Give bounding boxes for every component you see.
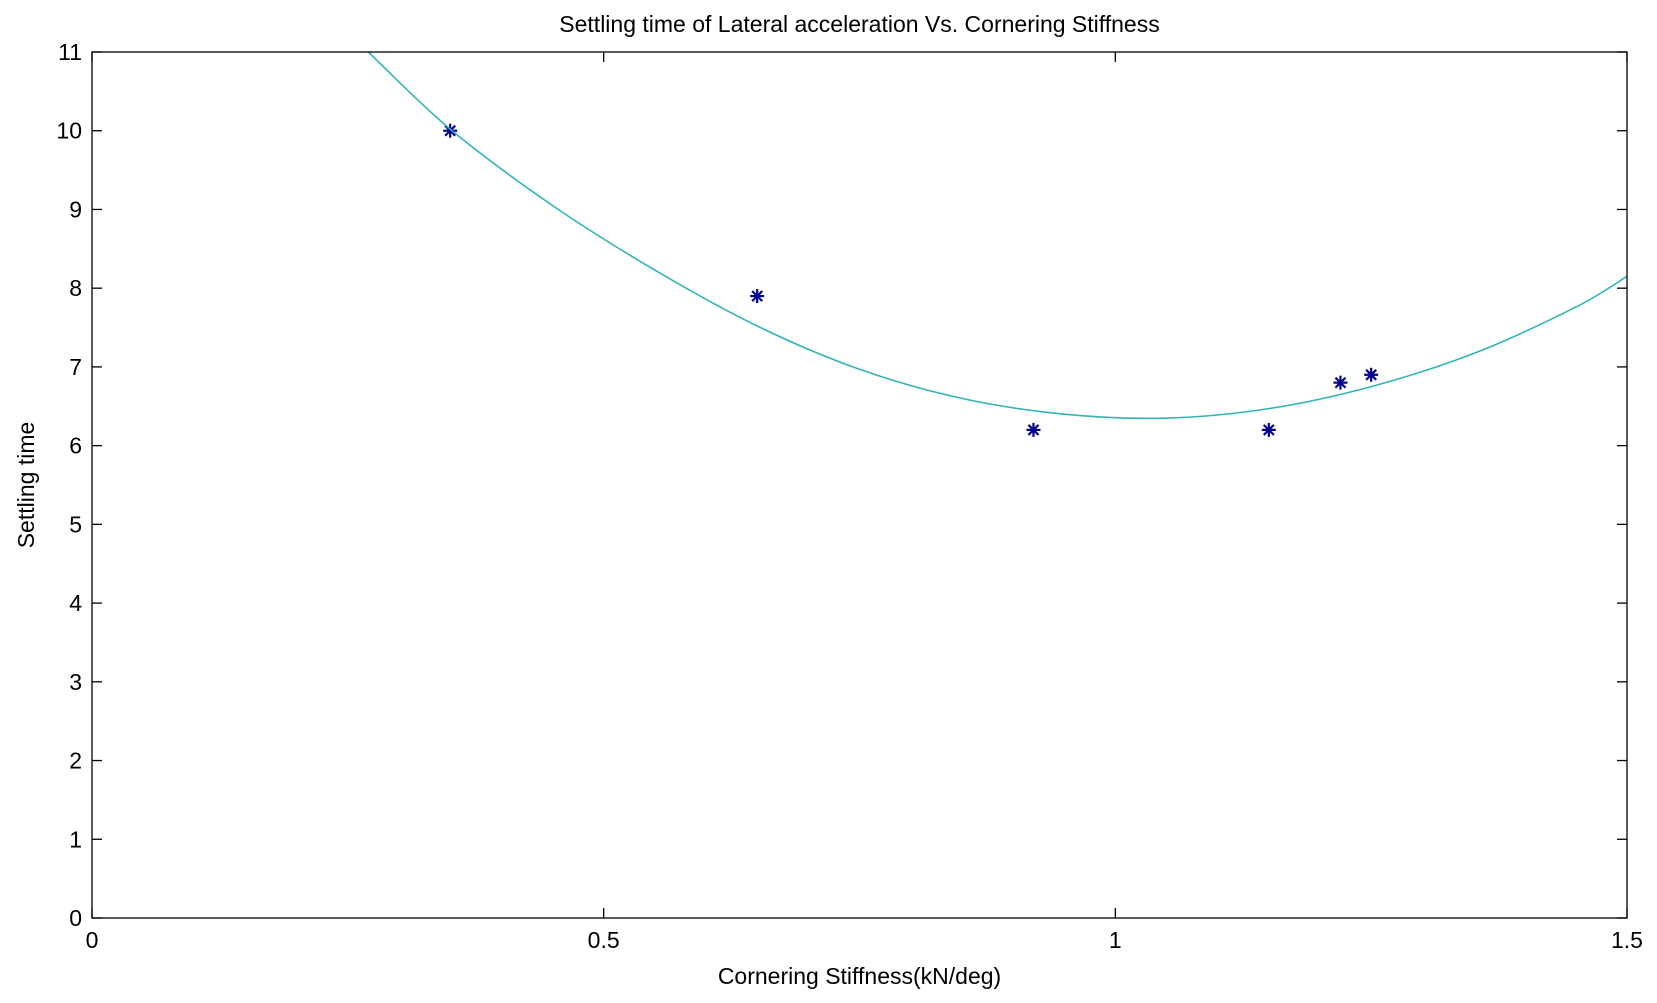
chart-title: Settling time of Lateral acceleration Vs… [559,11,1159,37]
y-tick-label: 4 [69,590,82,616]
axes-frame [91,51,1628,919]
y-tick-label: 1 [69,826,82,852]
y-tick-label: 7 [69,354,82,380]
y-tick-label: 11 [58,39,82,65]
y-tick-label: 3 [69,669,82,695]
x-tick-label: 0.5 [588,927,620,953]
y-tick-label: 2 [69,748,82,774]
y-tick-label: 0 [69,905,82,931]
data-point [1364,367,1379,382]
y-tick-label: 8 [69,275,82,301]
plot-area [92,52,1627,918]
x-tick-label: 1.5 [1611,927,1643,953]
x-axis-label: Cornering Stiffness(kN/deg) [718,963,1001,989]
data-point [1026,422,1041,437]
data-point [1333,375,1348,390]
labels-layer: Settling time of Lateral acceleration Vs… [13,11,1160,989]
data-point [750,289,765,304]
y-tick-label: 9 [69,196,82,222]
y-tick-label: 6 [69,433,82,459]
data-point [1261,422,1276,437]
y-tick-label: 10 [56,118,82,144]
ticks-layer: 0 0.5 1 1.5 0 1 2 3 4 5 6 7 8 9 10 11 [56,39,1643,953]
y-axis-label: Settling time [13,422,39,549]
y-tick-label: 5 [69,511,82,537]
fit-curve [367,52,1627,420]
series-layer [367,52,1627,437]
x-tick-label: 0 [86,927,99,953]
x-tick-label: 1 [1109,927,1122,953]
